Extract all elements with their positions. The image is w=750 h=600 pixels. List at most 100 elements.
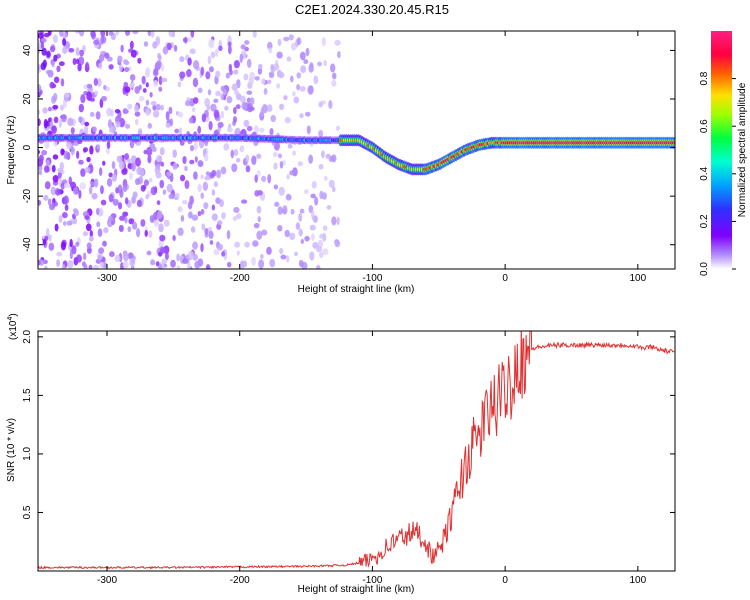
spectrogram-cell (299, 208, 305, 214)
spectrogram-cell (48, 234, 52, 242)
spectrogram-cell (220, 111, 225, 119)
spectrogram-cell (83, 125, 89, 135)
spectrogram-cell (89, 111, 95, 118)
spectrogram-cell (78, 159, 84, 165)
spectrogram-cell (337, 51, 341, 59)
spectrogram-cell (38, 41, 42, 51)
spectrogram-cell (296, 83, 301, 91)
spectrogram-cell (217, 121, 224, 128)
spectrogram-cell (318, 129, 324, 138)
spectrogram-cell (98, 167, 103, 176)
spectrogram-cell (77, 63, 82, 72)
spectrogram-cell (286, 173, 290, 180)
spectrogram-cell (214, 48, 219, 57)
spectrogram-cell (78, 103, 84, 113)
spectrogram-cell (318, 163, 324, 170)
spectrogram-cell (96, 221, 101, 228)
spectrogram-cell (252, 240, 259, 247)
spectrogram-cell (108, 64, 114, 70)
spectrogram-cell (233, 206, 240, 213)
spectrogram-cell (124, 216, 128, 224)
spectrogram-cell (205, 171, 211, 176)
spectrogram-cell (179, 174, 186, 182)
spectrogram-cell (38, 32, 44, 39)
spectrogram-cell (244, 40, 250, 45)
spectrogram-cell (145, 108, 151, 116)
spectrogram-cell (112, 198, 119, 206)
spectrogram-cell (286, 56, 292, 62)
spectrogram-cell (150, 101, 157, 106)
spectrogram-cell (176, 265, 181, 269)
spectrogram-cell (207, 89, 212, 96)
spectrogram-cell (193, 97, 199, 104)
spectrogram-cell (277, 206, 283, 215)
spectrogram-cell (53, 54, 58, 62)
spectrogram-cell (109, 251, 115, 258)
spectrogram-cell (260, 107, 264, 117)
spectrogram-cell (55, 188, 61, 196)
spectrogram-cell (217, 220, 223, 226)
spectrogram-cell (208, 66, 214, 73)
spectrogram-cell (168, 106, 173, 115)
spectrogram-cell (277, 224, 283, 232)
spectrogram-cell (141, 75, 146, 85)
spectrogram-cell (149, 143, 156, 149)
colorbar-tick-label: 0.6 (699, 119, 710, 133)
spectrogram-cell (122, 185, 128, 193)
spectrogram-cell (257, 67, 263, 75)
spectrogram-cell (135, 178, 140, 186)
spectrogram-cell (150, 259, 156, 266)
spectrogram-cell (176, 253, 180, 262)
spectrogram-cell (93, 178, 99, 188)
spectrogram-cell (246, 125, 253, 132)
spectrogram-cell (101, 95, 108, 102)
spectrogram-cell (93, 39, 100, 46)
spectrogram-cell (303, 59, 309, 65)
spectrogram-cell (38, 259, 41, 266)
spectrogram-cell (94, 90, 98, 96)
spectrogram-cell (223, 142, 230, 151)
spectrogram-cell (246, 58, 252, 68)
spectrogram-cell (46, 50, 51, 58)
spectrogram-cell (325, 153, 332, 159)
spectrogram-cell (90, 31, 96, 38)
spectrogram-cell (253, 125, 259, 135)
spectrogram-cell (160, 64, 165, 72)
spectrogram-cell (231, 163, 238, 173)
spectrogram-cell (190, 31, 195, 38)
spectrogram-cell (80, 168, 86, 177)
spectrogram-cell (38, 63, 41, 71)
spectrogram-cell (91, 192, 98, 200)
spectrogram-cell (122, 252, 129, 262)
spectrogram-cell (165, 171, 172, 177)
spectrogram-cell (108, 31, 114, 36)
spectrogram-cell (156, 60, 162, 69)
spectrogram-cell (263, 87, 268, 95)
spectrogram-cell (197, 183, 202, 193)
spectrogram-cell (273, 162, 278, 170)
spectrogram-cell (329, 63, 336, 73)
spectrogram-cell (215, 197, 221, 204)
spectrogram-cell (98, 247, 105, 254)
spectrogram-cell (197, 87, 203, 94)
spectrogram-cell (157, 251, 163, 257)
spectrogram-cell (53, 116, 59, 124)
spectrogram-cell (299, 113, 304, 119)
spectrogram-cell (168, 193, 175, 200)
spectrogram-cell (134, 118, 139, 126)
spectrogram-cell (311, 181, 317, 189)
spectrogram-cell (226, 96, 233, 104)
spectrogram-cell (45, 159, 50, 167)
spectrogram-cell (259, 127, 265, 133)
spectrogram-cell (244, 241, 250, 248)
spectrogram-cell (121, 168, 128, 176)
spectrogram-cell (328, 179, 335, 188)
spectrogram-cell (137, 57, 142, 64)
spectrogram-cell (201, 223, 206, 231)
spectrogram-cell (147, 31, 152, 37)
spectrogram-cell (266, 104, 273, 112)
spectrogram-cell (93, 264, 100, 269)
spectrogram-cell (59, 161, 64, 171)
spectrogram-cell (272, 152, 278, 158)
spectrogram-cell (50, 186, 56, 196)
